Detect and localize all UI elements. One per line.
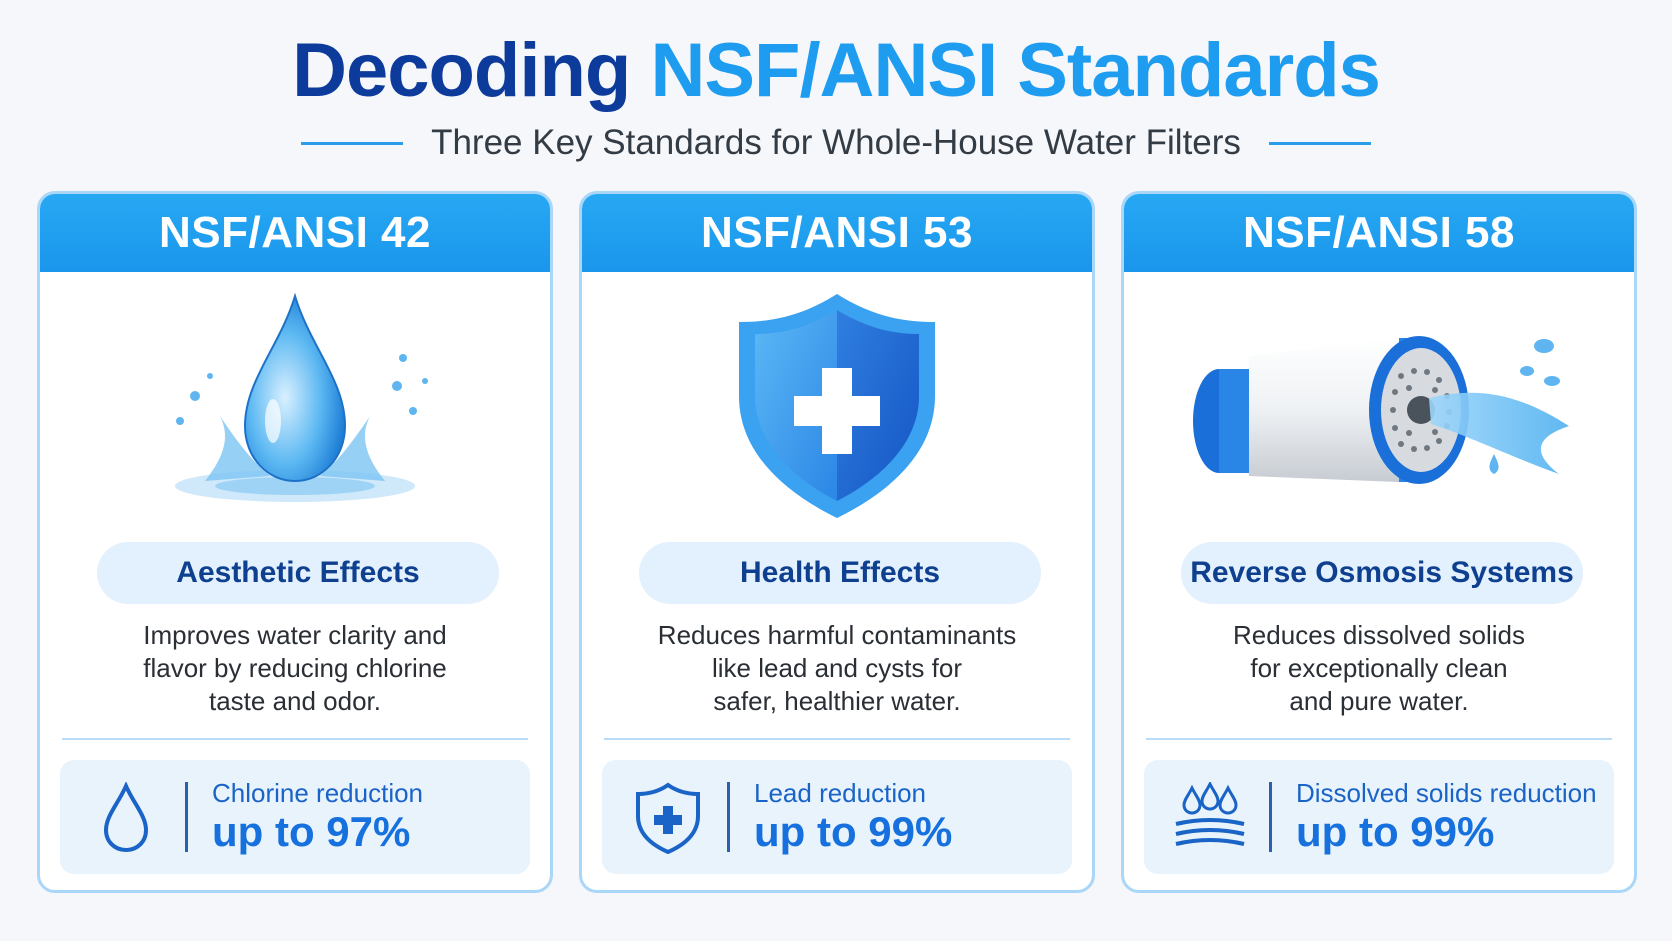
description-line: Improves water clarity and — [143, 620, 447, 650]
standards-cards: NSF/ANSI 42 — [37, 191, 1637, 893]
stat-box: Chlorine reduction up to 97% — [60, 760, 530, 874]
description-line: flavor by reducing chlorine — [143, 653, 447, 683]
description-line: like lead and cysts for — [711, 653, 962, 683]
shield-cross-icon — [628, 782, 708, 855]
filter-cartridge-icon — [1124, 286, 1634, 526]
category-label: Health Effects — [639, 542, 1041, 604]
stat-label: Lead reduction — [754, 778, 927, 808]
stat-box: Lead reduction up to 99% — [602, 760, 1072, 874]
subtitle-divider-left — [301, 141, 404, 145]
stat-separator — [1269, 782, 1272, 852]
description-line: and pure water. — [1289, 686, 1469, 716]
stat-box: Dissolved solids reduction up to 99% — [1144, 760, 1614, 874]
title-part-accent: NSF/ANSI Standards — [650, 28, 1380, 113]
card-description: Reduces harmful contaminants like lead a… — [622, 619, 1052, 718]
description-line: taste and odor. — [208, 686, 382, 716]
stat-value: up to 97% — [212, 808, 411, 855]
card-divider — [62, 738, 528, 740]
description-line: for exceptionally clean — [1250, 653, 1508, 683]
description-line: Reduces harmful contaminants — [657, 620, 1017, 650]
description-line: Reduces dissolved solids — [1233, 620, 1525, 650]
subtitle-row: Three Key Standards for Whole-House Wate… — [0, 118, 1672, 168]
card-divider — [604, 738, 1070, 740]
category-label: Reverse Osmosis Systems — [1181, 542, 1583, 604]
category-label: Aesthetic Effects — [97, 542, 499, 604]
stat-separator — [727, 782, 730, 852]
stat-value: up to 99% — [754, 808, 953, 855]
water-drop-splash-icon — [40, 286, 550, 526]
page-subtitle: Three Key Standards for Whole-House Wate… — [431, 123, 1241, 162]
title-part-dark: Decoding — [292, 28, 631, 113]
stat-label: Chlorine reduction — [212, 778, 424, 808]
stat-value: up to 99% — [1296, 808, 1495, 855]
dissolved-solids-icon — [1170, 780, 1250, 854]
water-drop-icon — [86, 781, 166, 854]
subtitle-divider-right — [1268, 141, 1371, 145]
card-divider — [1146, 738, 1612, 740]
card-header: NSF/ANSI 58 — [1124, 194, 1634, 272]
description-line: safer, healthier water. — [713, 686, 961, 716]
card-nsf-ansi-58: NSF/ANSI 58 — [1121, 191, 1637, 893]
card-description: Improves water clarity and flavor by red… — [80, 619, 510, 718]
card-header: NSF/ANSI 53 — [582, 194, 1092, 272]
card-description: Reduces dissolved solids for exceptional… — [1164, 619, 1594, 718]
stat-separator — [185, 782, 188, 852]
stat-label: Dissolved solids reduction — [1296, 778, 1597, 808]
card-nsf-ansi-42: NSF/ANSI 42 — [37, 191, 553, 893]
card-nsf-ansi-53: NSF/ANSI 53 Health Eff — [579, 191, 1095, 893]
page-title: Decoding NSF/ANSI Standards — [0, 26, 1672, 116]
shield-cross-illustration-icon — [582, 286, 1092, 526]
card-header: NSF/ANSI 42 — [40, 194, 550, 272]
